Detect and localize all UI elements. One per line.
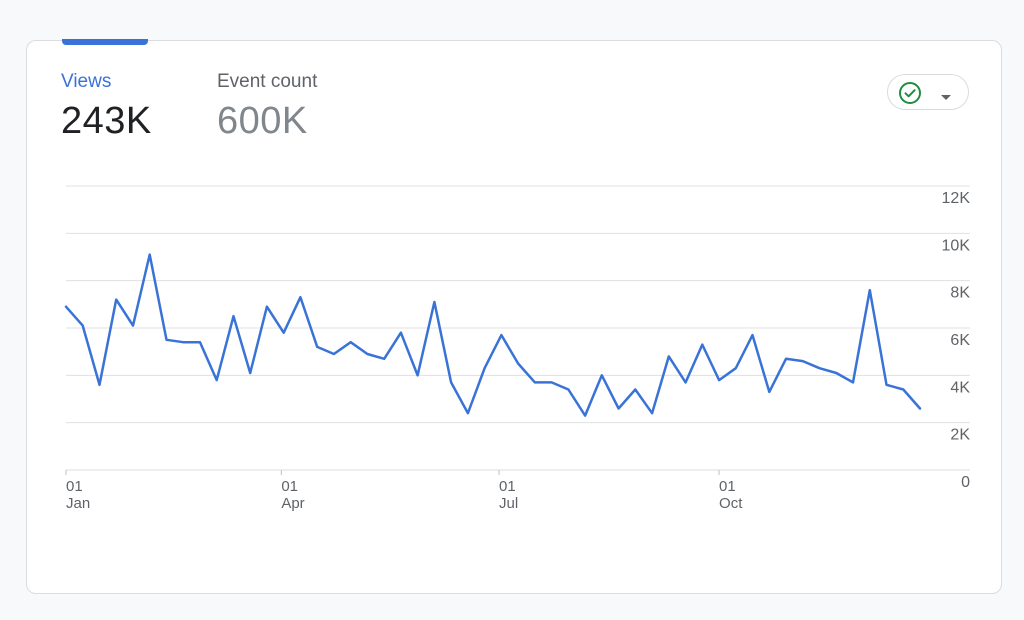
- x-tick-day-label: 01: [66, 478, 83, 495]
- views-label: Views: [61, 71, 112, 92]
- views-metric[interactable]: Views 243K: [61, 71, 152, 143]
- data-point[interactable]: [666, 353, 672, 359]
- check-circle-icon: [898, 81, 922, 110]
- data-point[interactable]: [766, 389, 772, 395]
- y-tick-label: 0: [961, 474, 970, 491]
- y-tick-label: 12K: [942, 190, 971, 207]
- data-point[interactable]: [230, 313, 236, 319]
- data-point[interactable]: [80, 323, 86, 329]
- data-point[interactable]: [750, 332, 756, 338]
- x-tick-day-label: 01: [281, 478, 298, 495]
- data-point[interactable]: [381, 356, 387, 362]
- data-point[interactable]: [482, 365, 488, 371]
- data-point[interactable]: [281, 330, 287, 336]
- data-point[interactable]: [498, 332, 504, 338]
- data-point[interactable]: [398, 330, 404, 336]
- data-point[interactable]: [900, 387, 906, 393]
- data-point[interactable]: [649, 410, 655, 416]
- data-point[interactable]: [197, 339, 203, 345]
- event-count-value: 600K: [217, 100, 308, 142]
- data-point[interactable]: [163, 337, 169, 343]
- data-point[interactable]: [850, 379, 856, 385]
- data-point[interactable]: [415, 372, 421, 378]
- data-point[interactable]: [565, 387, 571, 393]
- x-tick-day-label: 01: [719, 478, 736, 495]
- data-point[interactable]: [448, 379, 454, 385]
- data-point[interactable]: [867, 287, 873, 293]
- data-point[interactable]: [63, 304, 69, 310]
- data-point[interactable]: [96, 382, 102, 388]
- data-point[interactable]: [582, 413, 588, 419]
- data-point[interactable]: [884, 382, 890, 388]
- data-point[interactable]: [264, 304, 270, 310]
- data-point[interactable]: [800, 358, 806, 364]
- y-tick-label: 8K: [950, 285, 970, 302]
- data-point[interactable]: [917, 405, 923, 411]
- views-card: Views 243K Event count 600K: [26, 39, 1002, 594]
- data-point[interactable]: [716, 377, 722, 383]
- y-tick-label: 6K: [950, 332, 970, 349]
- x-tick-month-label: Oct: [719, 495, 743, 512]
- data-point[interactable]: [733, 365, 739, 371]
- active-tab-indicator: [62, 39, 148, 45]
- data-point[interactable]: [348, 339, 354, 345]
- data-point[interactable]: [616, 405, 622, 411]
- data-point[interactable]: [817, 365, 823, 371]
- y-tick-label: 4K: [950, 379, 970, 396]
- y-tick-label: 10K: [942, 237, 971, 254]
- data-point[interactable]: [599, 372, 605, 378]
- data-point[interactable]: [364, 351, 370, 357]
- data-point[interactable]: [331, 351, 337, 357]
- data-point[interactable]: [214, 377, 220, 383]
- comparison-dropdown-button[interactable]: [887, 74, 969, 110]
- views-value: 243K: [61, 100, 152, 142]
- data-point[interactable]: [297, 294, 303, 300]
- data-point[interactable]: [113, 297, 119, 303]
- data-point[interactable]: [632, 387, 638, 393]
- series-line-views: [64, 253, 922, 417]
- data-point[interactable]: [247, 370, 253, 376]
- data-point[interactable]: [699, 342, 705, 348]
- x-tick-month-label: Jul: [499, 495, 518, 512]
- data-point[interactable]: [147, 252, 153, 258]
- data-point[interactable]: [130, 323, 136, 329]
- x-tick-month-label: Jan: [66, 495, 90, 512]
- event-count-label: Event count: [217, 71, 318, 92]
- data-point[interactable]: [180, 339, 186, 345]
- data-point[interactable]: [683, 379, 689, 385]
- x-tick-month-label: Apr: [281, 495, 304, 512]
- data-point[interactable]: [549, 379, 555, 385]
- x-tick-day-label: 01: [499, 478, 516, 495]
- data-point[interactable]: [314, 344, 320, 350]
- y-tick-label: 2K: [950, 427, 970, 444]
- data-point[interactable]: [833, 370, 839, 376]
- event-count-metric[interactable]: Event count 600K: [217, 71, 317, 143]
- data-point[interactable]: [532, 379, 538, 385]
- data-point[interactable]: [515, 361, 521, 367]
- data-point[interactable]: [783, 356, 789, 362]
- caret-down-icon: [940, 89, 952, 107]
- data-point[interactable]: [431, 299, 437, 305]
- data-point[interactable]: [465, 410, 471, 416]
